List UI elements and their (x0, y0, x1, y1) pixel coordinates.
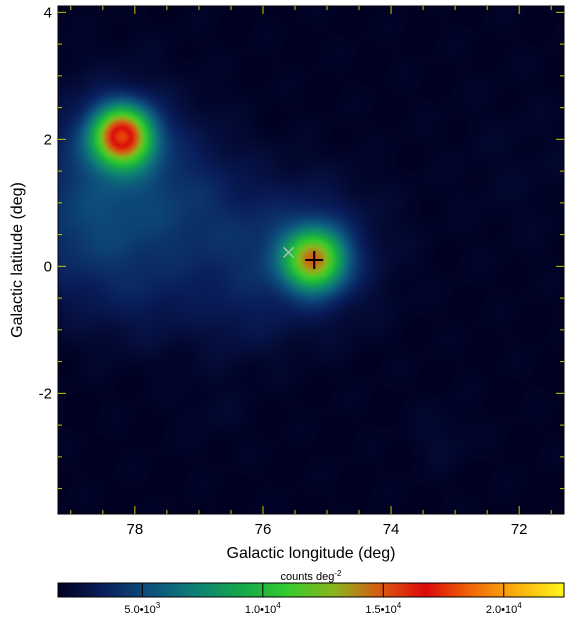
colorbar-tick-label: 5.0•103 (124, 601, 160, 616)
colorbar-ticks: 5.0•103 1.0•104 1.5•104 2.0•104 (124, 583, 522, 616)
map-panel: 78 76 74 72 4 2 0 -2 (39, 4, 565, 538)
source-markers (283, 246, 324, 269)
colorbar-tick-label: 1.0•104 (245, 601, 281, 616)
y-tick-label: 0 (44, 258, 52, 275)
y-axis-ticks: 4 2 0 -2 (39, 4, 564, 490)
colorbar-label: counts deg-2 (281, 569, 342, 583)
cross-marker-b (283, 246, 295, 258)
x-tick-label: 74 (383, 521, 400, 538)
x-tick-label: 76 (255, 521, 272, 538)
x-axis-ticks: 78 76 74 72 (70, 6, 552, 538)
x-axis-label: Galactic longitude (deg) (227, 545, 396, 562)
y-tick-label: -2 (39, 385, 52, 402)
x-tick-label: 72 (511, 521, 528, 538)
colorbar-tick-label: 2.0•104 (486, 601, 522, 616)
y-tick-label: 4 (44, 4, 52, 21)
x-tick-label: 78 (127, 521, 144, 538)
y-tick-label: 2 (44, 131, 52, 148)
map-frame (57, 5, 565, 515)
colorbar: counts deg-2 5.0•103 1.0•104 1.5•104 2.0•10… (57, 569, 565, 616)
y-axis-label: Galactic latitude (deg) (9, 182, 26, 338)
colorbar-tick-label: 1.5•104 (365, 601, 401, 616)
colorbar-gradient (57, 582, 565, 598)
